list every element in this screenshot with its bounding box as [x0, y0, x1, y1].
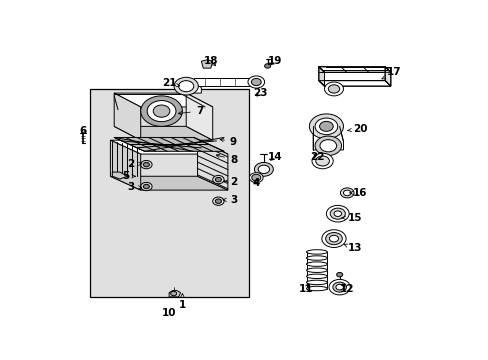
Text: 11: 11 — [298, 284, 312, 293]
Circle shape — [178, 81, 193, 92]
Circle shape — [174, 77, 198, 95]
Text: 18: 18 — [203, 56, 218, 66]
Text: 20: 20 — [347, 124, 367, 134]
Circle shape — [251, 174, 260, 181]
Text: 13: 13 — [344, 243, 361, 253]
Polygon shape — [110, 140, 227, 154]
Ellipse shape — [306, 274, 326, 279]
Circle shape — [321, 230, 346, 247]
Text: 19: 19 — [267, 56, 282, 66]
Circle shape — [141, 161, 152, 169]
Circle shape — [329, 208, 345, 219]
Circle shape — [141, 96, 182, 126]
Polygon shape — [114, 93, 141, 140]
Polygon shape — [201, 60, 212, 68]
Text: 23: 23 — [252, 88, 267, 98]
Circle shape — [332, 282, 346, 292]
Circle shape — [258, 165, 269, 174]
Circle shape — [319, 121, 332, 131]
Circle shape — [315, 156, 329, 166]
Circle shape — [264, 64, 270, 68]
Circle shape — [336, 273, 342, 277]
Circle shape — [212, 175, 224, 184]
Text: 5: 5 — [122, 171, 135, 181]
Circle shape — [251, 78, 261, 86]
Circle shape — [327, 85, 339, 93]
Polygon shape — [114, 93, 212, 107]
Text: 17: 17 — [381, 67, 401, 79]
Polygon shape — [186, 93, 212, 140]
Polygon shape — [318, 81, 390, 86]
Circle shape — [340, 188, 353, 198]
Circle shape — [314, 136, 341, 156]
Polygon shape — [114, 138, 224, 151]
Polygon shape — [169, 291, 180, 297]
Polygon shape — [385, 67, 390, 86]
Circle shape — [325, 233, 342, 245]
Circle shape — [249, 173, 263, 183]
Polygon shape — [318, 67, 324, 86]
Polygon shape — [193, 78, 258, 86]
Circle shape — [314, 118, 337, 135]
Circle shape — [247, 76, 264, 88]
Ellipse shape — [306, 280, 326, 285]
Text: 3: 3 — [127, 183, 142, 192]
Text: 12: 12 — [339, 284, 354, 293]
Polygon shape — [110, 140, 141, 190]
Circle shape — [212, 197, 224, 205]
Text: 8: 8 — [216, 154, 237, 165]
Text: 9: 9 — [220, 136, 237, 147]
Circle shape — [335, 284, 343, 290]
Ellipse shape — [306, 256, 326, 260]
Polygon shape — [178, 79, 201, 93]
Polygon shape — [110, 176, 227, 190]
Ellipse shape — [306, 286, 326, 291]
Circle shape — [343, 190, 350, 195]
Text: 16: 16 — [349, 188, 367, 198]
Polygon shape — [312, 126, 343, 150]
Text: 15: 15 — [341, 213, 361, 223]
Circle shape — [254, 162, 273, 176]
Text: 4: 4 — [252, 178, 260, 188]
Text: 21: 21 — [162, 78, 179, 89]
Circle shape — [328, 279, 349, 295]
Circle shape — [141, 183, 152, 191]
Text: 2: 2 — [224, 177, 237, 187]
Circle shape — [329, 235, 338, 242]
Text: 14: 14 — [267, 152, 282, 162]
Polygon shape — [112, 172, 127, 179]
Ellipse shape — [306, 262, 326, 266]
Polygon shape — [114, 126, 212, 140]
Circle shape — [326, 205, 348, 222]
Circle shape — [309, 114, 343, 139]
Circle shape — [333, 211, 341, 216]
Text: 10: 10 — [162, 309, 176, 319]
Circle shape — [324, 82, 343, 96]
Text: 2: 2 — [127, 159, 142, 169]
Circle shape — [319, 140, 336, 152]
Text: 6: 6 — [80, 126, 86, 135]
Circle shape — [143, 184, 149, 189]
Circle shape — [170, 291, 176, 296]
Ellipse shape — [306, 268, 326, 273]
Text: 1: 1 — [179, 293, 185, 310]
Circle shape — [143, 162, 149, 167]
Circle shape — [311, 153, 332, 169]
Bar — [89, 89, 248, 297]
Text: 3: 3 — [223, 195, 237, 205]
Circle shape — [215, 199, 221, 203]
Text: 7: 7 — [178, 106, 203, 116]
Circle shape — [215, 177, 221, 182]
Text: 22: 22 — [309, 152, 324, 162]
Circle shape — [153, 105, 169, 117]
Circle shape — [147, 100, 176, 122]
Ellipse shape — [306, 250, 326, 254]
Polygon shape — [197, 140, 227, 190]
Polygon shape — [318, 67, 390, 72]
